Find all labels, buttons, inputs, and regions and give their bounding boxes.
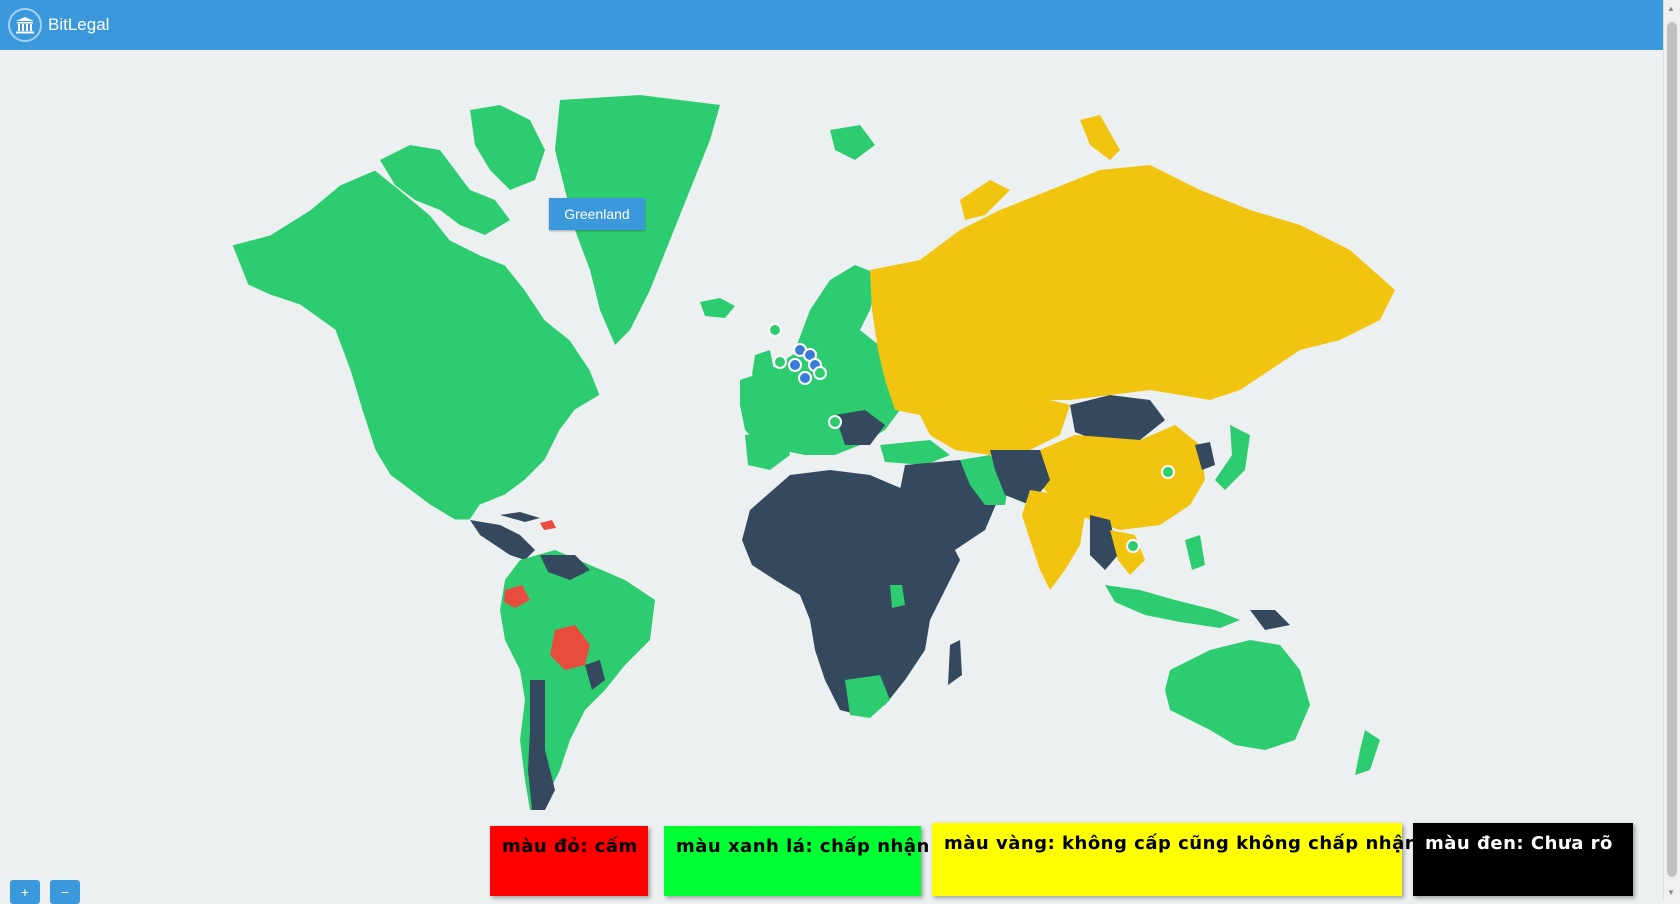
region-venezuela[interactable] (540, 555, 590, 580)
map-marker[interactable] (788, 358, 802, 372)
markers (768, 323, 1175, 553)
region-ecuador[interactable] (504, 585, 530, 608)
region-novaya-zemlya[interactable] (1080, 115, 1120, 160)
region-new-zealand[interactable] (1355, 730, 1380, 775)
region-papua[interactable] (1250, 610, 1290, 630)
legend-accepted: màu xanh lá: chấp nhận (664, 826, 929, 896)
region-india[interactable] (1022, 490, 1085, 590)
region-iceland[interactable] (700, 298, 735, 318)
scroll-down-icon[interactable]: ▼ (1667, 888, 1675, 897)
region-paraguay[interactable] (585, 660, 605, 690)
top-navbar: BitLegal (0, 0, 1663, 50)
region-russia[interactable] (870, 165, 1395, 415)
region-baffin[interactable] (470, 105, 545, 190)
scroll-up-icon[interactable]: ▲ (1667, 4, 1675, 13)
map-marker[interactable] (1126, 539, 1140, 553)
region-turkey[interactable] (880, 440, 950, 465)
region-australia[interactable] (1165, 640, 1310, 750)
region-korea[interactable] (1195, 442, 1215, 470)
legend-banned: màu đỏ: cấm (490, 826, 648, 896)
region-north-america[interactable] (231, 169, 601, 521)
region-japan[interactable] (1215, 425, 1250, 490)
region-russia-north-islands[interactable] (960, 180, 1010, 220)
region-haiti[interactable] (540, 520, 556, 530)
app-title[interactable]: BitLegal (48, 15, 110, 34)
region-arctic-islands[interactable] (380, 145, 510, 235)
legend-unknown: màu đen: Chưa rõ (1413, 823, 1633, 896)
region-caribbean[interactable] (500, 512, 540, 522)
legend-neutral: màu vàng: không cấp cũng không chấp nhận (932, 823, 1418, 896)
region-scandinavia[interactable] (795, 265, 880, 360)
region-chile-argentina-south[interactable] (528, 680, 555, 810)
region-bolivia[interactable] (550, 625, 590, 670)
map-marker[interactable] (773, 355, 787, 369)
region-madagascar[interactable] (948, 640, 962, 685)
region-africa[interactable] (742, 470, 960, 715)
map-marker[interactable] (768, 323, 782, 337)
map-marker[interactable] (1161, 465, 1175, 479)
region-philippines[interactable] (1185, 535, 1205, 570)
region-china[interactable] (1040, 425, 1205, 530)
map-marker[interactable] (813, 366, 827, 380)
region-kenya[interactable] (890, 585, 905, 608)
region-svalbard[interactable] (830, 125, 875, 160)
bank-building-icon[interactable] (8, 8, 42, 42)
region-mongolia[interactable] (1070, 395, 1165, 442)
region-south-africa[interactable] (845, 675, 890, 718)
vertical-scrollbar[interactable]: ▲ ▼ (1663, 0, 1680, 901)
zoom-in-button[interactable]: + (10, 880, 40, 904)
region-se-asia[interactable] (1090, 515, 1118, 570)
scrollbar-thumb[interactable] (1667, 22, 1677, 877)
region-indonesia[interactable] (1105, 585, 1240, 628)
map-tooltip: Greenland (549, 198, 645, 230)
region-central-asia[interactable] (920, 390, 1070, 455)
zoom-out-button[interactable]: − (50, 880, 80, 904)
region-central-america[interactable] (470, 520, 535, 560)
world-map[interactable] (0, 50, 1663, 901)
region-iberia[interactable] (745, 432, 790, 470)
map-marker[interactable] (798, 371, 812, 385)
region-uk[interactable] (752, 350, 775, 385)
region-balkans[interactable] (835, 410, 885, 445)
map-marker[interactable] (828, 415, 842, 429)
